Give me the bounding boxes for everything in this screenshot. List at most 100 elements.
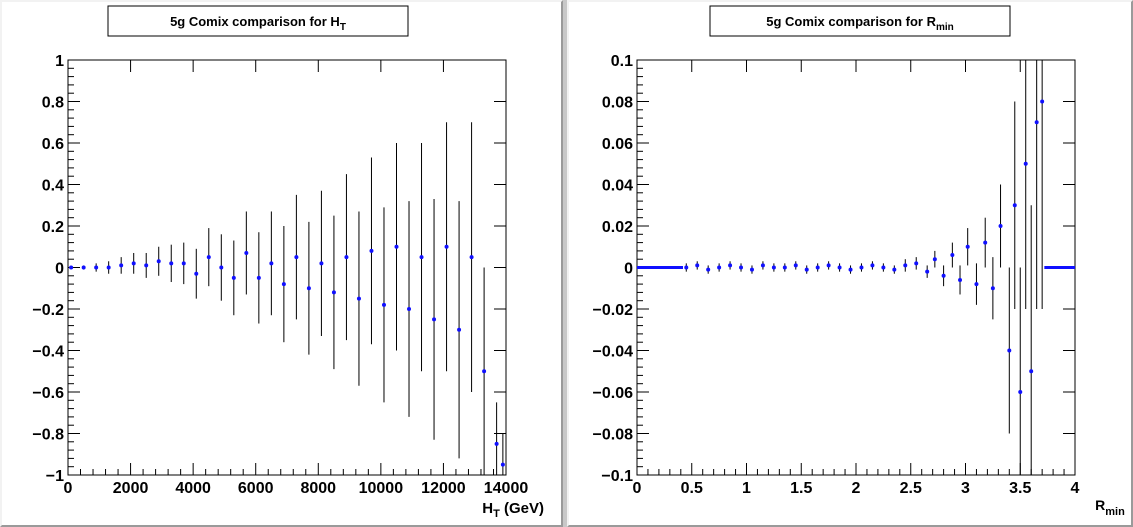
x-tick-label-ht: 0 — [64, 480, 73, 497]
data-point-ht — [432, 317, 437, 322]
data-point-rmin — [749, 267, 754, 272]
data-point-rmin — [903, 263, 908, 268]
data-point-ht — [194, 271, 199, 276]
data-point-rmin — [760, 263, 765, 268]
data-point-ht — [394, 244, 399, 249]
x-tick-label-rmin: 1 — [742, 480, 751, 497]
data-point-rmin — [815, 265, 820, 270]
data-point-rmin — [974, 282, 979, 287]
data-point-ht — [482, 369, 487, 374]
data-point-ht — [231, 275, 236, 280]
data-point-ht — [131, 261, 136, 266]
chart-ht: 5g Comix comparison for HT −1 −0.8 −0.6 −0.… — [32, 5, 544, 520]
data-point-rmin — [990, 286, 995, 291]
data-point-rmin — [892, 267, 897, 272]
title-box-ht — [107, 5, 409, 37]
data-point-rmin — [859, 265, 864, 270]
data-point-rmin — [1018, 390, 1023, 394]
data-point-ht — [306, 286, 311, 291]
data-point-ht — [356, 296, 361, 301]
data-point-rmin — [717, 265, 722, 270]
data-point-ht — [494, 441, 499, 446]
plot-area-ht: −1 −0.8 −0.6 −0.4 −0.2 0 0.2 0.4 0.6 0.8 1 0 2000 400… — [32, 53, 528, 497]
data-point-ht — [381, 302, 386, 307]
data-point-ht — [331, 290, 336, 295]
data-point-ht — [344, 255, 349, 260]
data-point-ht — [469, 255, 474, 260]
data-point-rmin — [881, 265, 886, 270]
y-tick-label-rmin: −0.1 — [601, 468, 633, 485]
data-point-ht — [81, 265, 86, 270]
y-tick-label-ht: 1 — [55, 53, 64, 70]
data-point-rmin — [998, 224, 1003, 228]
data-point-ht — [294, 255, 299, 260]
data-point-ht — [181, 261, 186, 266]
data-point-rmin — [826, 263, 831, 268]
data-point-ht — [500, 462, 505, 467]
title-box-rmin — [709, 5, 1011, 37]
pad-divider — [563, 0, 567, 527]
data-point-ht — [219, 265, 224, 270]
y-tick-label-ht: −1 — [46, 468, 64, 485]
y-tick-label-rmin: 0.08 — [602, 95, 633, 112]
y-tick-label-ht: 0.4 — [42, 178, 64, 195]
chart-rmin: 5g Comix comparison for Rmin −0.1−0.08−0… — [593, 5, 1125, 518]
x-tick-label-ht: 14000 — [484, 480, 529, 497]
y-tick-label-rmin: 0.1 — [611, 53, 633, 70]
x-tick-label-ht: 2000 — [113, 480, 149, 497]
data-point-rmin — [983, 240, 988, 245]
data-point-rmin — [870, 263, 875, 268]
right-pad — [567, 0, 1133, 527]
data-point-ht — [244, 250, 249, 255]
data-point-rmin — [739, 265, 744, 270]
data-point-ht — [169, 261, 174, 266]
data-point-rmin — [958, 277, 963, 282]
x-tick-label-ht: 4000 — [175, 480, 211, 497]
data-point-ht — [69, 265, 74, 270]
x-axis-label-ht: HT (GeV) — [482, 500, 544, 520]
data-point-ht — [94, 265, 99, 270]
x-tick-label-rmin: 2.5 — [900, 480, 922, 497]
data-point-rmin — [932, 257, 937, 262]
data-point-rmin — [837, 265, 842, 270]
y-tick-label-ht: −0.6 — [32, 385, 64, 402]
data-point-rmin — [782, 265, 787, 270]
y-tick-label-rmin: −0.08 — [593, 427, 634, 444]
data-point-ht — [106, 265, 111, 270]
data-point-rmin — [695, 263, 700, 268]
data-point-ht — [256, 275, 261, 280]
y-tick-label-ht: −0.8 — [32, 427, 64, 444]
y-tick-label-ht: 0.8 — [42, 95, 64, 112]
data-point-ht — [206, 255, 211, 260]
y-tick-label-rmin: 0.02 — [602, 219, 633, 236]
data-point-rmin — [804, 267, 809, 272]
y-tick-label-ht: 0.6 — [42, 136, 64, 153]
y-tick-label-ht: −0.2 — [32, 302, 64, 319]
y-tick-label-rmin: 0 — [624, 261, 633, 278]
data-point-ht — [457, 327, 462, 332]
x-tick-label-rmin: 0 — [633, 480, 642, 497]
x-tick-label-ht: 12000 — [421, 480, 466, 497]
data-point-ht — [444, 244, 449, 249]
x-tick-label-ht: 8000 — [300, 480, 336, 497]
data-point-rmin — [1040, 99, 1045, 104]
y-tick-label-rmin: 0.06 — [602, 136, 633, 153]
x-tick-label-rmin: 4 — [1071, 480, 1080, 497]
y-tick-label-rmin: 0.04 — [602, 178, 633, 195]
x-axis-label-rmin: Rmin — [1095, 497, 1125, 518]
plot-area-rmin: −0.1 −0.08 −0.06 −0.04 −0.02 0 0.02 0.04 0.06 0.0… — [593, 53, 1080, 497]
data-point-rmin — [941, 273, 946, 278]
data-point-rmin — [965, 244, 970, 249]
data-point-ht — [119, 263, 124, 268]
data-point-ht — [269, 261, 274, 266]
data-point-ht — [369, 248, 374, 253]
y-tick-label-ht: 0.2 — [42, 219, 64, 236]
x-tick-label-rmin: 3.5 — [1009, 480, 1031, 497]
left-pad — [0, 0, 563, 527]
x-tick-label-rmin: 1.5 — [790, 480, 812, 497]
data-point-rmin — [793, 263, 798, 268]
x-tick-label-rmin: 2 — [852, 480, 861, 497]
data-point-rmin — [706, 267, 711, 272]
data-point-ht — [156, 259, 161, 264]
x-tick-label-rmin: 3 — [961, 480, 970, 497]
